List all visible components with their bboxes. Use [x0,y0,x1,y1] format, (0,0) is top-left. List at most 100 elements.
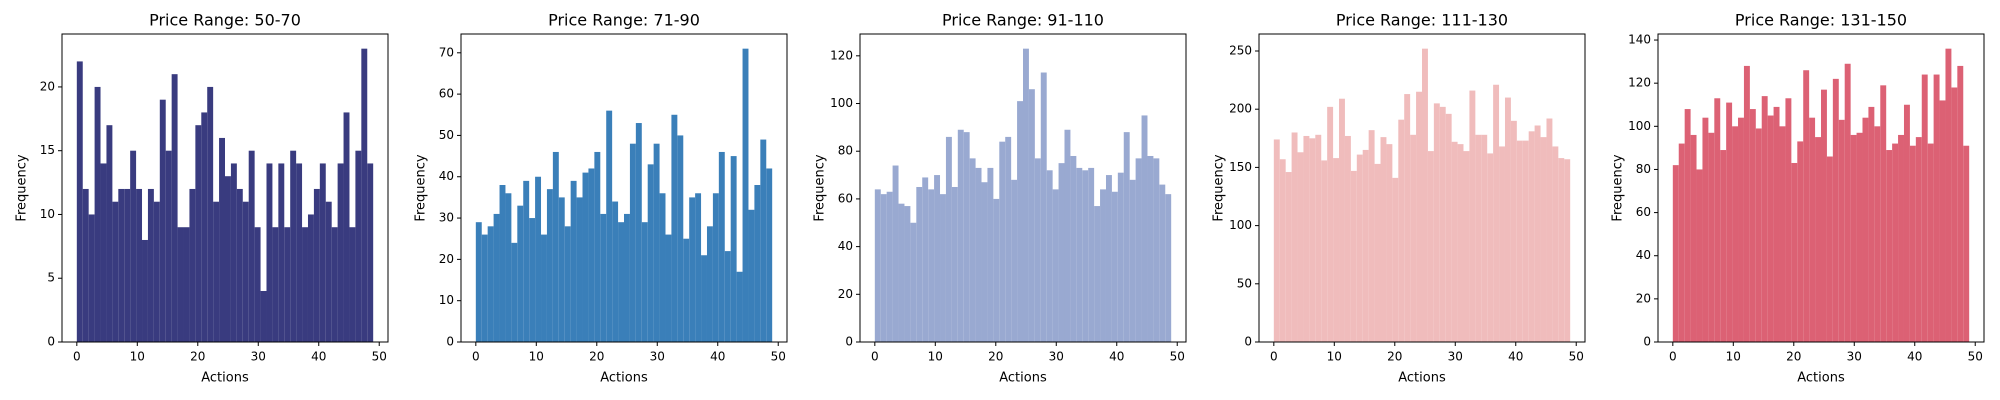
bar [201,112,208,342]
bar [1690,134,1697,342]
y-tick-label: 50 [1237,276,1252,290]
bar [975,167,982,342]
bar [1445,113,1452,342]
bar [1463,151,1470,342]
bar [1522,140,1529,342]
y-tick-label: 0 [446,335,454,349]
bar [582,172,589,342]
bar [1702,117,1709,342]
bar [177,227,184,342]
x-tick-label: 0 [1669,350,1677,364]
y-axis-label: Frequency [414,154,429,221]
x-tick-label: 40 [710,350,725,364]
bar [1738,117,1744,342]
bar [712,193,719,342]
bar [624,213,630,342]
bar [564,226,571,342]
bar [748,209,755,342]
y-axis-label: Frequency [15,154,30,221]
y-tick-label: 140 [1628,33,1651,47]
bar [254,227,261,342]
bar [1809,117,1816,342]
y-tick-label: 60 [439,87,454,101]
y-tick-label: 0 [47,335,55,349]
x-tick-label: 40 [311,350,326,364]
x-tick-label: 10 [529,350,544,364]
bar [1493,84,1500,343]
chart-title: Price Range: 50-70 [149,11,301,30]
x-tick-label: 0 [871,350,879,364]
bar [1427,151,1434,342]
plot-frame [61,33,389,343]
bar [1088,167,1095,342]
bar [517,205,524,342]
bar [910,222,917,342]
bar [118,188,125,342]
bar [349,227,356,342]
bar [183,227,190,342]
bar [88,214,95,342]
bar [1070,155,1077,342]
bar [1023,48,1029,343]
bar [1803,70,1810,342]
bar [558,197,565,342]
bar [1344,135,1351,342]
bar [1273,139,1280,342]
bar [1028,89,1035,342]
bar [1487,153,1494,342]
bar [606,110,613,343]
bar [82,188,89,342]
bar [880,194,887,342]
bar [499,185,506,342]
y-tick-label: 70 [439,45,454,59]
y-axis-label: Frequency [813,154,828,221]
y-tick-label: 20 [40,79,55,93]
plot-frame [460,33,788,343]
bar [112,201,119,342]
x-tick-label: 50 [1968,350,1983,364]
chart-title: Price Range: 111-130 [1336,11,1508,30]
bar [1439,106,1446,342]
x-tick-label: 50 [1569,350,1584,364]
bar [1040,72,1047,343]
x-tick-label: 10 [1726,350,1741,364]
bar [641,222,648,342]
bar [594,151,601,342]
bar [1838,119,1845,342]
bar [766,168,773,342]
bar [1546,118,1553,342]
bar [1297,152,1304,342]
bar [1362,149,1369,342]
bar [142,239,148,342]
bar [1779,126,1786,343]
bar [1534,125,1541,342]
bar [1011,179,1018,342]
plot-frame [1657,33,1985,343]
bar [1749,109,1756,342]
bar [511,242,518,342]
bar [136,188,143,342]
bar [1832,78,1839,343]
y-tick-label: 250 [1229,43,1252,57]
bar [171,74,178,342]
bar [1147,155,1154,342]
bar [898,203,905,342]
bar [1726,102,1733,343]
x-tick-label: 0 [73,350,81,364]
y-tick-label: 100 [1229,218,1252,232]
bar [1433,103,1440,342]
bar [1684,109,1691,342]
y-tick-label: 20 [838,287,853,301]
bar [957,129,964,342]
bar [665,234,672,342]
y-tick-label: 40 [1636,248,1651,262]
y-tick-label: 120 [830,48,853,62]
bar [1475,134,1482,342]
bar [106,125,113,342]
bar [1892,143,1899,342]
y-tick-label: 20 [1636,291,1651,305]
bar [1481,134,1488,342]
bar [1303,135,1310,342]
bar [552,151,559,342]
